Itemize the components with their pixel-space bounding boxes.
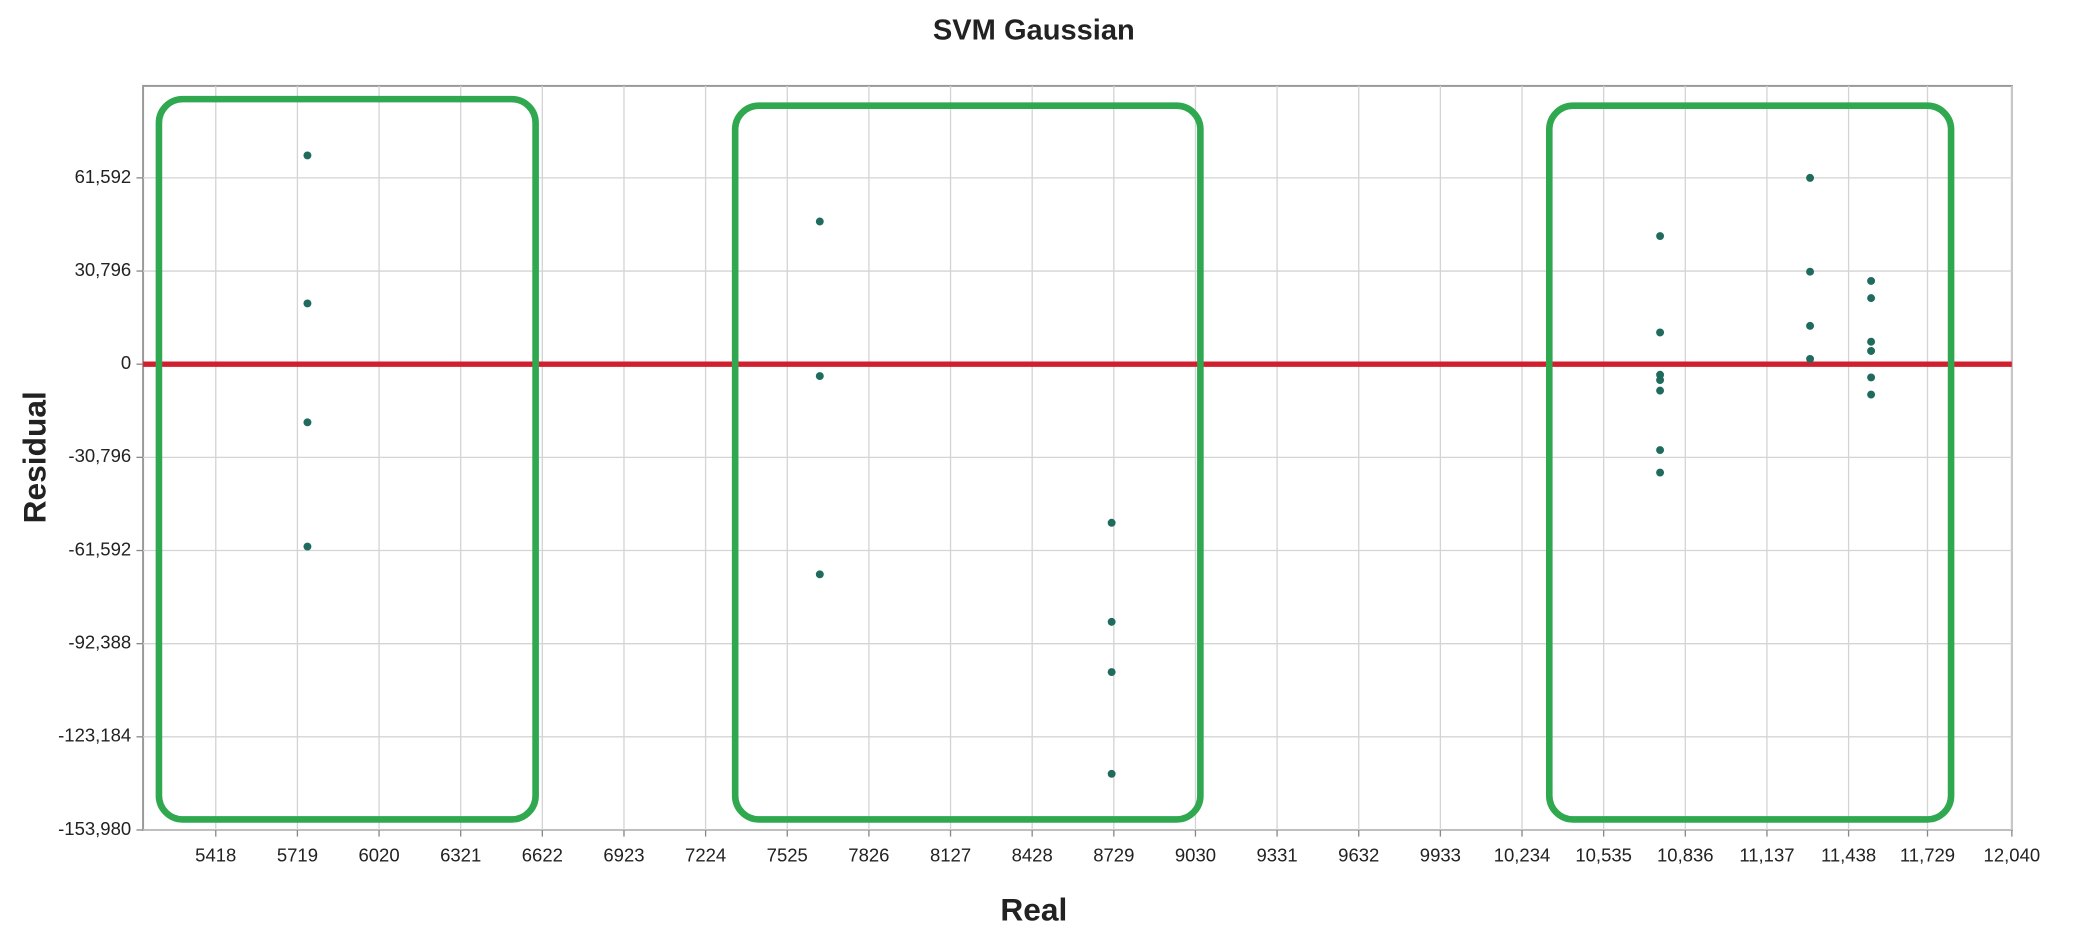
- x-tick-label: 10,535: [1575, 844, 1632, 865]
- point: [1107, 769, 1116, 778]
- x-tick-label: 9030: [1175, 844, 1216, 865]
- marks: [143, 95, 2012, 823]
- point: [1656, 232, 1665, 240]
- x-tick-label: 8127: [930, 844, 971, 865]
- point: [1656, 328, 1665, 337]
- point: [1806, 354, 1815, 363]
- x-tick-label: 5418: [195, 844, 236, 865]
- point: [1107, 617, 1116, 626]
- y-tick-label: -30,796: [68, 445, 131, 466]
- point: [303, 418, 312, 427]
- highlight-box: [1545, 102, 1955, 823]
- x-tick-label: 9331: [1257, 844, 1298, 865]
- x-tick-label: 8729: [1093, 844, 1134, 865]
- y-axis-title: Residual: [17, 391, 53, 523]
- point: [1806, 173, 1815, 182]
- x-tick-label: 11,438: [1821, 844, 1876, 865]
- y-tick-label: -92,388: [68, 632, 131, 653]
- point: [815, 372, 824, 381]
- y-tick-label: 61,592: [75, 166, 132, 187]
- x-tick-label: 9933: [1420, 844, 1461, 865]
- point: [815, 570, 824, 579]
- y-tick-label: -123,184: [58, 725, 131, 746]
- point: [1867, 347, 1876, 355]
- x-tick-label: 6622: [522, 844, 563, 865]
- y-tick-label: -61,592: [68, 538, 131, 559]
- x-tick-label: 7826: [848, 844, 889, 865]
- y-tick-label: 30,796: [75, 259, 132, 280]
- x-tick-label: 5719: [277, 844, 318, 865]
- point: [303, 542, 312, 551]
- point: [1107, 668, 1116, 677]
- y-tick-label: 0: [121, 352, 131, 373]
- x-tick-label: 6321: [440, 844, 481, 865]
- highlight-box: [155, 95, 539, 823]
- point: [303, 299, 312, 308]
- x-tick-label: 11,729: [1900, 844, 1955, 865]
- point: [1656, 468, 1665, 477]
- point: [1656, 386, 1665, 395]
- x-tick-label: 11,137: [1739, 844, 1794, 865]
- x-tick-label: 6020: [358, 844, 399, 865]
- point: [1656, 376, 1665, 385]
- point: [1806, 321, 1815, 330]
- point: [815, 217, 824, 226]
- chart-title: SVM Gaussian: [933, 14, 1135, 46]
- point: [1107, 518, 1116, 527]
- grid: 61,592 30,796 0 -30,796 -61,592 -92,388 -123,1…: [58, 84, 2041, 865]
- x-tick-label: 10,836: [1657, 844, 1714, 865]
- point: [1867, 294, 1876, 303]
- x-tick-label: 10,234: [1494, 844, 1551, 865]
- point: [1867, 390, 1876, 399]
- point: [1867, 337, 1876, 346]
- x-tick-label: 7224: [685, 844, 726, 865]
- point: [1867, 276, 1876, 285]
- x-tick-label: 12,040: [1984, 844, 2041, 865]
- x-tick-label: 6923: [603, 844, 644, 865]
- x-tick-label: 9632: [1338, 844, 1379, 865]
- point: [1867, 373, 1876, 382]
- point: [1806, 267, 1815, 276]
- x-axis-title: Real: [1000, 891, 1067, 927]
- point: [303, 151, 312, 160]
- x-tick-label: 8428: [1012, 844, 1053, 865]
- point: [1656, 446, 1665, 455]
- x-tick-label: 7525: [767, 844, 808, 865]
- highlight-box: [731, 102, 1204, 823]
- y-tick-label: -153,980: [58, 818, 131, 839]
